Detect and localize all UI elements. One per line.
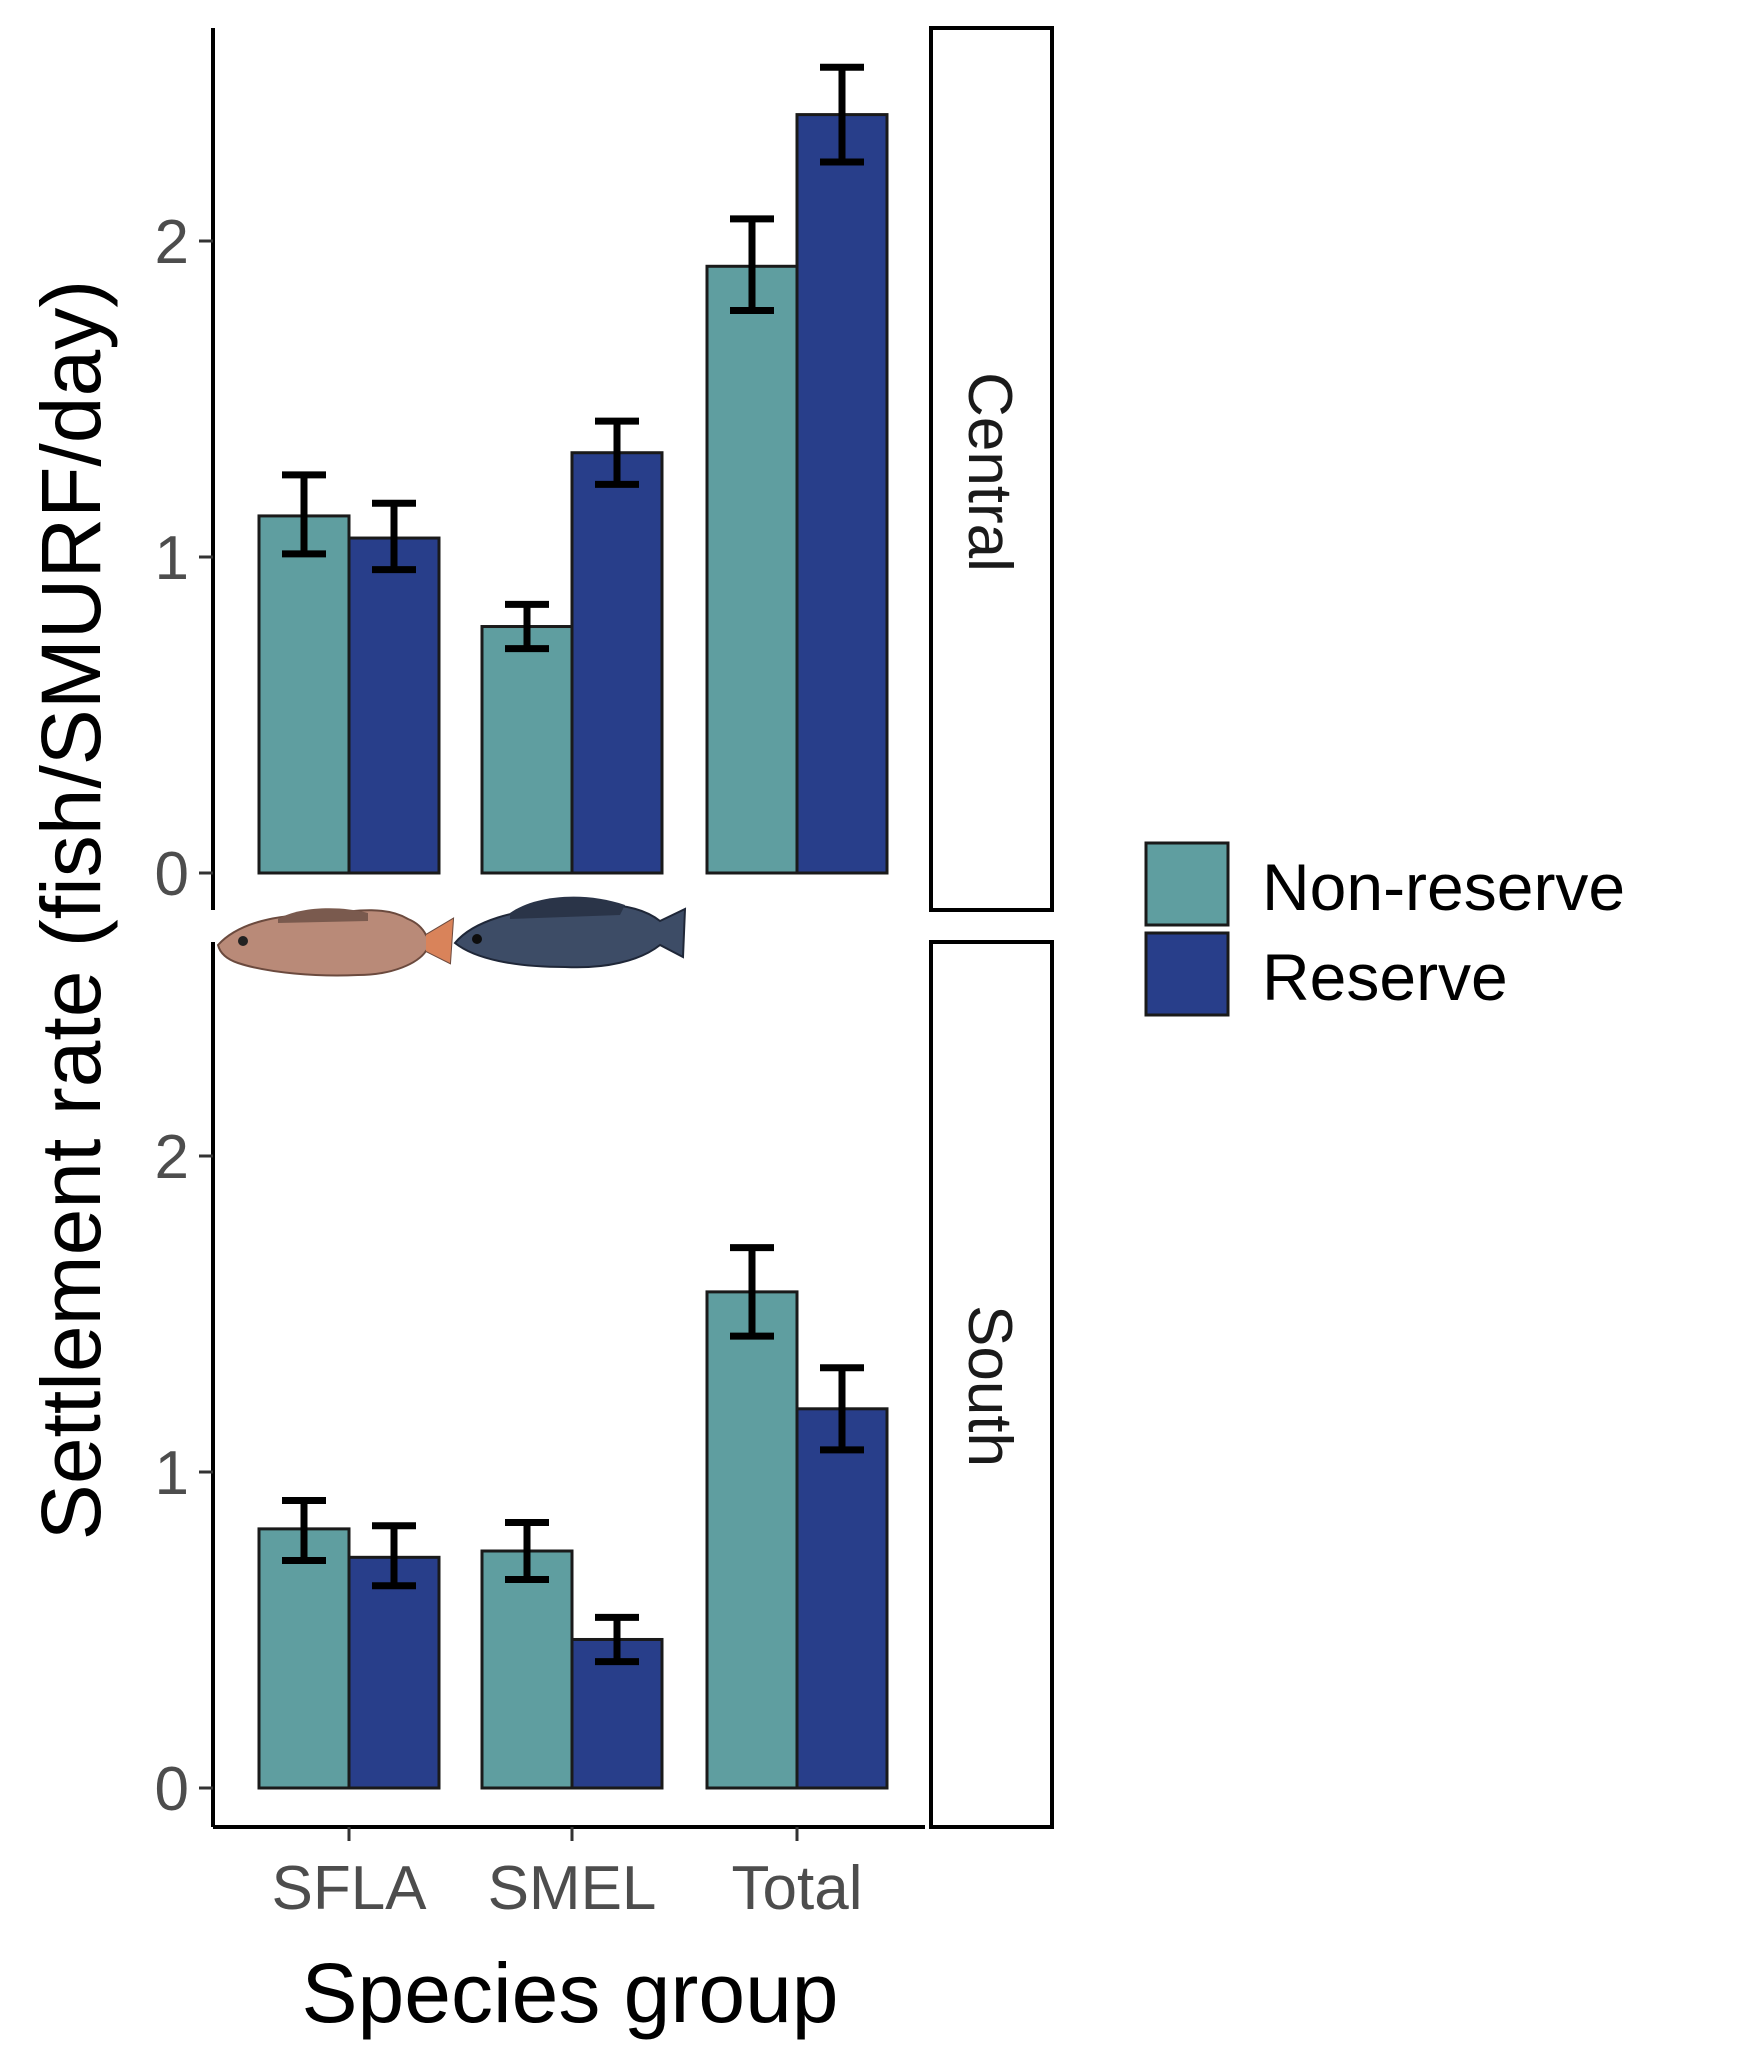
y-axis-title: Settlement rate (fish/SMURF/day): [24, 280, 118, 1540]
sfla-fish-icon: [216, 908, 455, 977]
smel-fish-icon: [453, 896, 687, 969]
legend-key-reserve: [1144, 931, 1230, 1017]
x-tick-label-smel: SMEL: [488, 1854, 657, 1923]
facet-strip: [929, 26, 1054, 912]
bar-non-reserve-total: [705, 1290, 799, 1790]
x-axis-title: Species group: [301, 1946, 838, 2040]
bar-non-reserve-sfla: [257, 514, 351, 875]
facet-strip-label-south: South: [955, 1305, 1024, 1467]
y-tick-label: 0: [155, 1755, 189, 1824]
y-tick-label: 1: [155, 1439, 189, 1508]
bar-reserve-total: [795, 113, 889, 875]
legend-key-non-reserve: [1144, 841, 1230, 927]
y-tick-label: 2: [155, 208, 189, 277]
legend-label-reserve: Reserve: [1262, 940, 1508, 1014]
bar-non-reserve-total: [705, 264, 799, 875]
bar-non-reserve-smel: [480, 1549, 574, 1790]
bar-reserve-total: [795, 1407, 889, 1790]
y-tick-label: 2: [155, 1123, 189, 1192]
y-tick-label: 0: [155, 840, 189, 909]
y-tick-label: 1: [155, 524, 189, 593]
facet-strip-label-central: Central: [955, 372, 1024, 572]
bar-reserve-sfla: [347, 1555, 441, 1790]
x-tick-label-sfla: SFLA: [271, 1854, 427, 1923]
x-tick-label-total: Total: [732, 1854, 863, 1923]
legend-label-non-reserve: Non-reserve: [1262, 850, 1625, 924]
bar-reserve-sfla: [347, 536, 441, 875]
facet-strip: [929, 940, 1054, 1829]
panels-group: 0 1 2 Central 0 1 2 South SFLA SMEL Total: [155, 26, 1054, 1923]
bar-reserve-smel: [570, 451, 664, 875]
bar-non-reserve-smel: [480, 625, 574, 875]
legend: Non-reserve Reserve: [1144, 841, 1625, 1017]
bar-non-reserve-sfla: [257, 1527, 351, 1790]
